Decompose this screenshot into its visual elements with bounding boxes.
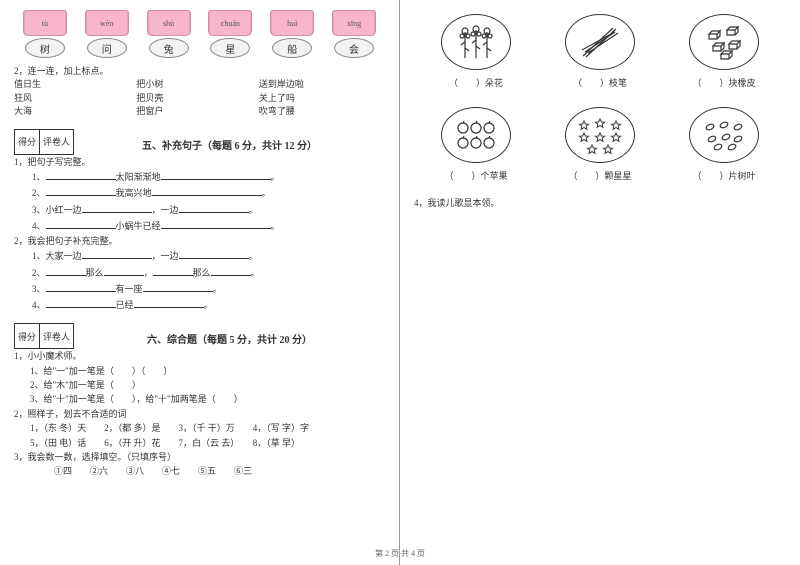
pair-cell: 大海 <box>14 105 136 119</box>
score-box: 得分 评卷人 <box>14 129 74 155</box>
s5-q2: 2，我会把句子补充完整。 <box>14 234 385 248</box>
char-oval: 问 <box>87 38 127 58</box>
section6-head: 得分 评卷人 六、综合题（每题 5 分，共计 20 分） <box>14 323 385 349</box>
img-label: （ ）块橡皮 <box>689 76 759 89</box>
pencils-icon <box>565 14 635 70</box>
char-oval: 会 <box>334 38 374 58</box>
s6-item: 2、给"木"加一笔是（ ） <box>14 378 385 392</box>
pinyin-card: xīng <box>332 10 376 36</box>
pair-cell: 值日生 <box>14 78 136 92</box>
s6-q3-opts: ①四 ②六 ③八 ④七 ⑤五 ⑥三 <box>14 464 385 478</box>
stars-icon <box>565 107 635 163</box>
img-label: （ ）颗星星 <box>565 169 635 182</box>
img-cell-leaves: （ ）片树叶 <box>689 107 759 182</box>
marker-label: 评卷人 <box>40 130 73 154</box>
s5-item: 1、大家一边，一边。 <box>14 248 385 264</box>
pinyin-card: chuán <box>208 10 252 36</box>
pinyin-card: tù <box>23 10 67 36</box>
s5-item: 4、小蜗牛已经。 <box>14 218 385 234</box>
img-cell-apples: （ ）个苹果 <box>441 107 511 182</box>
s5-item: 4、已经。 <box>14 297 385 313</box>
s5-item: 2、那么，那么。 <box>14 265 385 281</box>
s5-item: 3、小红一边，一边。 <box>14 202 385 218</box>
section5-title: 五、补充句子（每题 6 分，共计 12 分） <box>74 129 385 152</box>
image-row-2: （ ）个苹果 （ ）颗星星 <box>414 107 786 182</box>
s5-item: 3、有一座。 <box>14 281 385 297</box>
left-column: tù wèn shù chuán huì xīng 树 问 兔 星 船 会 2，… <box>0 0 400 565</box>
image-row-1: （ ）朵花 （ ）枝笔 <box>414 14 786 89</box>
pair-cell: 送到岸边啦 <box>259 78 381 92</box>
img-label: （ ）片树叶 <box>689 169 759 182</box>
pinyin-card: wèn <box>85 10 129 36</box>
pair-cell: 把贝壳 <box>136 92 258 106</box>
s6-item: 3、给"十"加一笔是（ ），给"十"加两笔是（ ） <box>14 392 385 406</box>
score-label: 得分 <box>15 130 40 154</box>
char-oval: 兔 <box>149 38 189 58</box>
img-label: （ ）朵花 <box>441 76 511 89</box>
img-label: （ ）枝笔 <box>565 76 635 89</box>
pair-cell: 狂风 <box>14 92 136 106</box>
s6-q2: 2，照样子，划去不合适的词 <box>14 407 385 421</box>
pair-cell: 关上了吗 <box>259 92 381 106</box>
right-column: （ ）朵花 （ ）枝笔 <box>400 0 800 565</box>
pinyin-card: huì <box>270 10 314 36</box>
img-cell-pencils: （ ）枝笔 <box>565 14 635 89</box>
pair-cell: 把小树 <box>136 78 258 92</box>
pair-row: 大海 把窗户 吹弯了腰 <box>14 105 385 119</box>
section6-title: 六、综合题（每题 5 分，共计 20 分） <box>74 323 385 346</box>
char-oval: 船 <box>272 38 312 58</box>
img-cell-stars: （ ）颗星星 <box>565 107 635 182</box>
pinyin-card: shù <box>147 10 191 36</box>
s6-q3: 3，我会数一数，选择填空。（只填序号） <box>14 450 385 464</box>
s5-q1: 1，把句子写完整。 <box>14 155 385 169</box>
leaves-icon <box>689 107 759 163</box>
s6-q1: 1，小小魔术师。 <box>14 349 385 363</box>
score-label: 得分 <box>15 324 40 348</box>
char-oval: 星 <box>210 38 250 58</box>
q2-label: 2，连一连，加上标点。 <box>14 64 385 78</box>
img-cell-flowers: （ ）朵花 <box>441 14 511 89</box>
img-cell-erasers: （ ）块橡皮 <box>689 14 759 89</box>
marker-label: 评卷人 <box>40 324 73 348</box>
img-label: （ ）个苹果 <box>441 169 511 182</box>
score-box: 得分 评卷人 <box>14 323 74 349</box>
section5-head: 得分 评卷人 五、补充句子（每题 6 分，共计 12 分） <box>14 129 385 155</box>
s6-item: 5，（田 电）话 6，（开 升）花 7，白（云 去） 8，（草 早） <box>14 436 385 450</box>
s5-item: 2、我高兴地。 <box>14 185 385 201</box>
erasers-icon <box>689 14 759 70</box>
s6-item: 1，（东 冬）天 2，（都 多）是 3，（千 干）万 4，（写 字）字 <box>14 421 385 435</box>
pair-row: 狂风 把贝壳 关上了吗 <box>14 92 385 106</box>
s6-item: 1、给"一"加一笔是（ ）（ ） <box>14 364 385 378</box>
pair-row: 值日生 把小树 送到岸边啦 <box>14 78 385 92</box>
s4-right: 4，我读儿歌显本领。 <box>414 196 786 210</box>
char-row: 树 问 兔 星 船 会 <box>14 38 385 58</box>
apples-icon <box>441 107 511 163</box>
flowers-icon <box>441 14 511 70</box>
pair-cell: 把窗户 <box>136 105 258 119</box>
pair-cell: 吹弯了腰 <box>259 105 381 119</box>
page-footer: 第 2 页 共 4 页 <box>0 548 800 559</box>
char-oval: 树 <box>25 38 65 58</box>
pinyin-row: tù wèn shù chuán huì xīng <box>14 10 385 36</box>
s5-item: 1、太阳渐渐地。 <box>14 169 385 185</box>
